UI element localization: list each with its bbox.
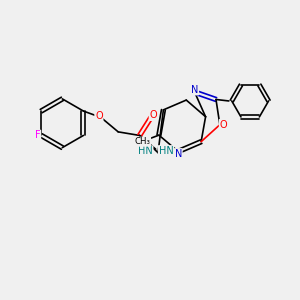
Text: N: N <box>175 149 182 159</box>
Text: HN: HN <box>159 146 173 156</box>
Text: N: N <box>191 85 198 95</box>
Text: HN: HN <box>138 146 153 156</box>
Text: F: F <box>35 130 41 140</box>
Text: O: O <box>95 111 103 122</box>
Text: CH₃: CH₃ <box>135 137 151 146</box>
Text: O: O <box>149 110 157 120</box>
Text: O: O <box>220 120 227 130</box>
